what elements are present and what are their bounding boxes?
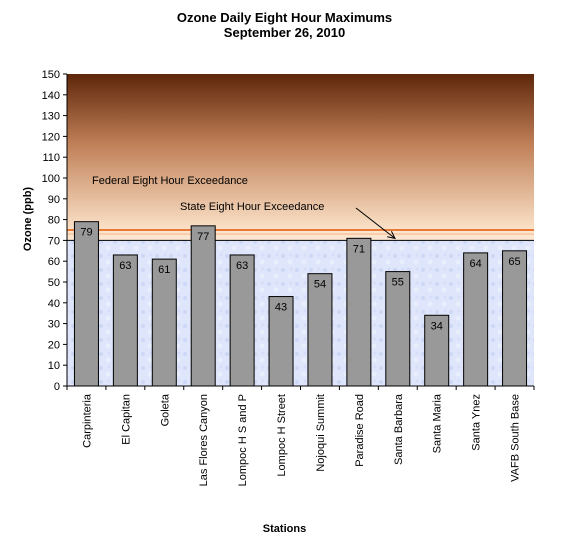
bar-lompoc-h-street (268, 296, 294, 387)
x-tick-label: VAFB South Base (510, 394, 522, 482)
bar-goleta (151, 258, 177, 387)
x-tick-label: Santa Maria (432, 393, 444, 453)
bar-value-label: 79 (80, 227, 92, 239)
bar-value-label: 55 (392, 277, 404, 289)
bar-value-label: 64 (470, 258, 482, 270)
y-tick-label: 80 (48, 215, 60, 227)
bar-nojoqui-summit (307, 273, 333, 387)
bar-santa-ynez (463, 252, 489, 387)
bar-value-label: 77 (197, 231, 209, 243)
x-tick-label: Santa Ynez (471, 394, 483, 451)
y-tick-label: 110 (42, 152, 60, 164)
x-tick-label: Nojoqui Summit (315, 394, 327, 472)
bar-value-label: 65 (508, 256, 520, 268)
bar-el-capitan (112, 254, 138, 387)
bar-carpinteria (73, 221, 99, 387)
state-exceedance-label: State Eight Hour Exceedance (180, 201, 324, 213)
y-tick-label: 40 (48, 298, 60, 310)
upper-band (67, 74, 534, 230)
axes: 0 10 20 30 40 50 60 70 80 90 100 110 120 130 140 150 Car… (42, 69, 535, 486)
bar-paradise-road (346, 237, 372, 387)
y-tick-label: 140 (42, 90, 60, 102)
exceedance-band (67, 230, 534, 241)
bar-santa-barbara (385, 271, 411, 387)
annotation-arrowhead (387, 231, 396, 240)
y-tick-label: 120 (42, 131, 60, 143)
bar-value-label: 43 (275, 302, 287, 314)
y-tick-label: 50 (48, 277, 60, 289)
chart-subtitle: September 26, 2010 (223, 25, 346, 40)
bar-lompoc-h-s-and-p (229, 254, 255, 387)
lower-band (67, 240, 534, 386)
x-tick-label: Lompoc H Street (276, 394, 288, 477)
bar-series: 79 63 61 77 63 43 54 71 55 34 64 65 (73, 221, 528, 387)
y-tick-label: 70 (48, 235, 60, 247)
y-tick-label: 10 (48, 360, 60, 372)
bar-value-label: 63 (236, 260, 248, 272)
x-tick-label: Santa Barbara (393, 393, 405, 465)
y-tick-label: 30 (48, 319, 60, 331)
chart-title: Ozone Daily Eight Hour Maximums (176, 10, 393, 25)
bar-value-label: 63 (119, 260, 131, 272)
x-tick-label: El Capitan (120, 394, 132, 445)
y-tick-label: 60 (48, 256, 60, 268)
x-axis-label: Stations (262, 523, 307, 535)
x-tick-label: Paradise Road (354, 394, 366, 467)
federal-exceedance-label: Federal Eight Hour Exceedance (92, 175, 248, 187)
bar-las-flores-canyon (190, 225, 216, 387)
annotation-arrow-line (355, 207, 396, 239)
y-tick-label: 20 (48, 339, 60, 351)
x-tick-label: Las Flores Canyon (198, 394, 210, 486)
y-tick-label: 100 (42, 173, 60, 185)
y-tick-label: 150 (42, 69, 60, 81)
y-tick-label: 0 (54, 381, 60, 393)
bar-value-label: 34 (431, 320, 443, 332)
bar-value-label: 54 (314, 279, 326, 291)
plot-area (67, 74, 534, 386)
bar-value-label: 61 (158, 264, 170, 276)
bar-value-label: 71 (353, 243, 365, 255)
annotations: Federal Eight Hour Exceedance State Eight… (92, 175, 396, 240)
y-tick-label: 90 (48, 194, 60, 206)
x-tick-label: Carpinteria (81, 393, 93, 448)
bar-vafb-south-base (502, 250, 528, 387)
x-tick-label: Goleta (159, 393, 171, 426)
y-tick-label: 130 (42, 111, 60, 123)
x-tick-label: Lompoc H S and P (237, 394, 249, 486)
